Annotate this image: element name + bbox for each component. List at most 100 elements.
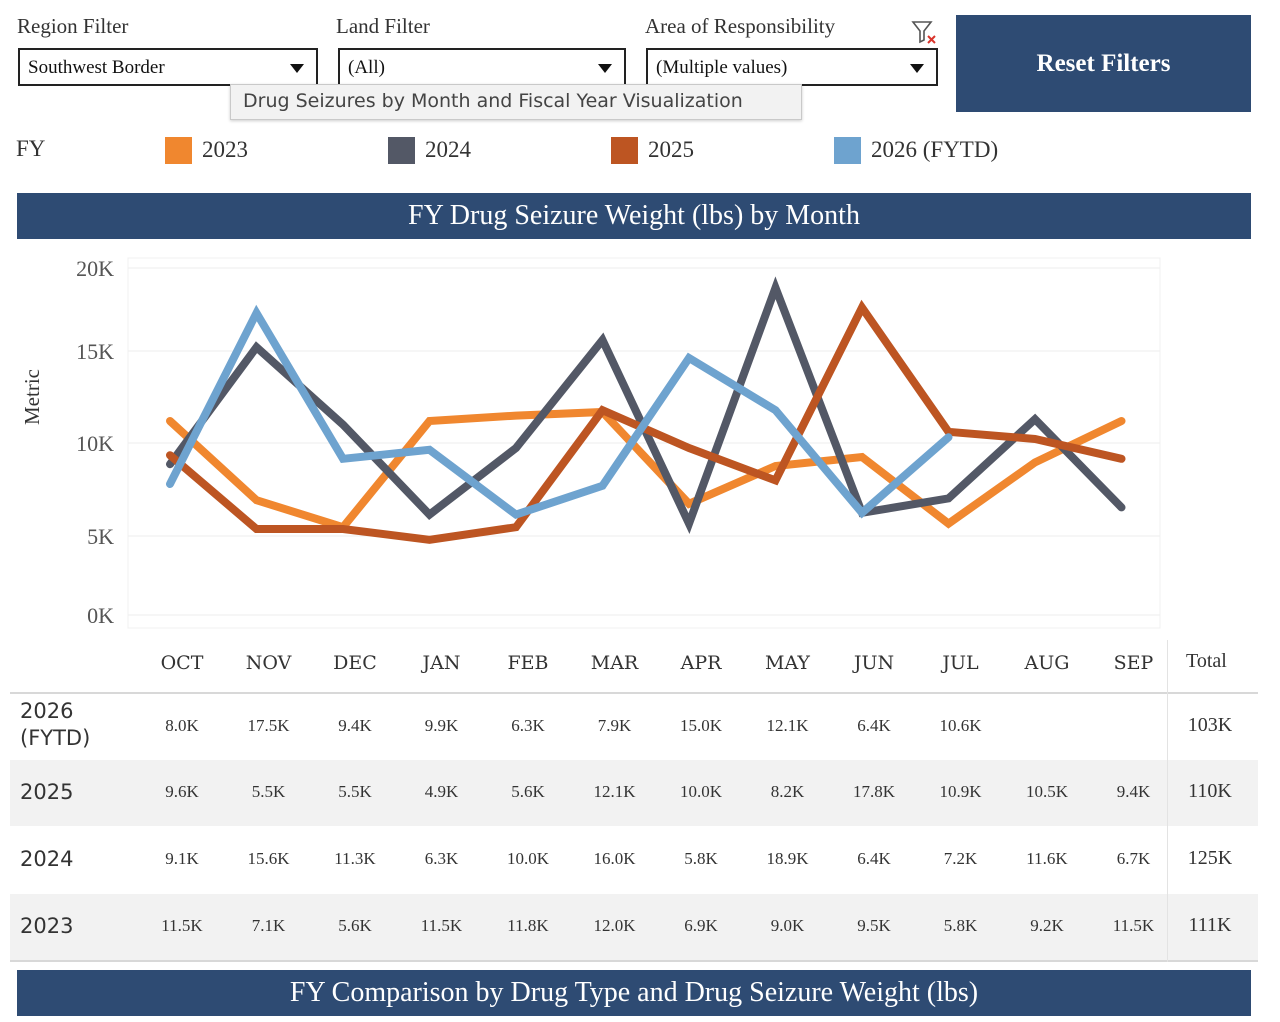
table-divider: [10, 692, 1258, 694]
tooltip: Drug Seizures by Month and Fiscal Year V…: [230, 84, 802, 120]
table-cell: 10.0K: [679, 782, 723, 801]
region-filter-value: Southwest Border: [28, 57, 165, 78]
table-cell: 5.8K: [684, 849, 718, 868]
table-divider: [10, 960, 1258, 962]
legend-swatch: [388, 136, 415, 164]
land-filter-select[interactable]: (All): [338, 48, 626, 86]
table-cell: 9.2K: [1030, 916, 1064, 935]
table-cell: 9.5K: [857, 916, 891, 935]
table-cell: 12.0K: [593, 916, 636, 935]
table-cell: 6.3K: [511, 716, 545, 735]
table-cell: 17.5K: [247, 716, 290, 735]
line-chart: 20K 15K 10K 5K 0K: [76, 256, 1161, 629]
y-tick-label: 5K: [87, 524, 114, 549]
table-cell: 6.3K: [424, 849, 459, 868]
table-cell: 6.4K: [857, 716, 891, 735]
table-cell: 11.3K: [334, 849, 376, 868]
month-header: APR: [680, 652, 722, 674]
land-filter-value: (All): [348, 57, 385, 78]
table-cell: 5.8K: [943, 916, 978, 935]
clear-filter-icon[interactable]: [911, 19, 937, 45]
legend-label: 2026 (FYTD): [871, 137, 999, 162]
month-header: MAR: [590, 652, 639, 674]
table-cell: 7.2K: [943, 849, 978, 868]
table-cell: 5.5K: [251, 782, 286, 801]
y-tick-label: 20K: [76, 256, 114, 281]
y-tick-label: 15K: [76, 339, 114, 364]
table-cell: 5.6K: [511, 782, 545, 801]
table-cell: 9.1K: [165, 849, 199, 868]
series-line-2023: [166, 407, 1126, 532]
table-cell: 6.7K: [1116, 849, 1151, 868]
row-label: 2023: [20, 914, 74, 938]
month-header: JAN: [422, 652, 461, 674]
aor-filter-label: Area of Responsibility: [645, 14, 836, 38]
row-total: 125K: [1187, 847, 1233, 869]
table-cell: 9.0K: [770, 916, 805, 935]
month-header: FEB: [507, 652, 549, 674]
table-cell: 17.8K: [852, 782, 896, 801]
table-cell: 11.6K: [1026, 849, 1068, 868]
legend-item-2024[interactable]: 2024: [388, 136, 471, 164]
chart-title-banner: FY Drug Seizure Weight (lbs) by Month: [17, 193, 1251, 239]
total-header: Total: [1186, 650, 1227, 672]
legend-swatch: [611, 136, 638, 164]
month-header: JUN: [853, 652, 895, 674]
table-cell: 12.1K: [593, 782, 636, 801]
table-cell: 6.4K: [857, 849, 891, 868]
month-header: SEP: [1113, 652, 1154, 674]
table-cell: 11.5K: [420, 916, 463, 935]
series-line-2025: [166, 299, 1126, 544]
table-cell: 9.6K: [165, 782, 199, 801]
month-header: NOV: [245, 652, 292, 674]
land-filter-label: Land Filter: [336, 14, 430, 38]
table-cell: 8.2K: [770, 782, 805, 801]
aor-filter-select[interactable]: (Multiple values): [646, 48, 938, 86]
series-line-2026fytd: [166, 304, 953, 520]
legend-item-2023[interactable]: 2023: [165, 136, 248, 164]
chevron-down-icon: [598, 64, 612, 73]
legend-item-2025[interactable]: 2025: [611, 136, 694, 164]
row-label: 2025: [20, 780, 74, 804]
region-filter-label: Region Filter: [17, 14, 129, 38]
total-column-divider: [1167, 640, 1168, 962]
month-header: AUG: [1024, 652, 1070, 674]
table-cell: 7.9K: [597, 716, 632, 735]
row-label: 2026 (FYTD): [20, 699, 91, 750]
table-cell: 9.9K: [424, 716, 459, 735]
table-cell: 16.0K: [593, 849, 636, 868]
row-total: 110K: [1188, 780, 1232, 802]
table-cell: 12.1K: [766, 716, 809, 735]
table-cell: 10.0K: [506, 849, 550, 868]
reset-filters-button[interactable]: Reset Filters: [956, 15, 1251, 112]
table-cell: 11.8K: [507, 916, 549, 935]
month-header: OCT: [160, 652, 204, 674]
month-header: MAY: [765, 652, 810, 674]
table-cell: 15.0K: [679, 716, 723, 735]
legend-swatch: [165, 136, 192, 164]
chevron-down-icon: [910, 64, 924, 73]
chevron-down-icon: [290, 64, 304, 73]
table-cell: 4.9K: [424, 782, 459, 801]
month-header: JUL: [942, 652, 979, 674]
table-cell: 10.5K: [1025, 782, 1069, 801]
row-total: 111K: [1188, 914, 1232, 936]
row-total: 103K: [1187, 714, 1233, 736]
legend-item-2026-fytd[interactable]: 2026 (FYTD): [834, 136, 998, 164]
legend-label: 2025: [648, 137, 694, 162]
table-cell: 6.9K: [684, 916, 718, 935]
legend-label: 2023: [202, 137, 248, 162]
y-tick-label: 10K: [76, 431, 114, 456]
table-row: [10, 760, 1258, 826]
y-tick-label: 0K: [87, 603, 114, 628]
table-cell: 7.1K: [251, 916, 286, 935]
table-cell: 15.6K: [247, 849, 290, 868]
table-cell: 10.6K: [939, 716, 982, 735]
table-row: [10, 894, 1258, 960]
table-cell: 5.6K: [338, 916, 372, 935]
table-cell: 18.9K: [766, 849, 809, 868]
region-filter-select[interactable]: Southwest Border: [18, 48, 318, 86]
table-cell: 9.4K: [1116, 782, 1151, 801]
table-cell: 11.5K: [1112, 916, 1155, 935]
table-cell: 5.5K: [338, 782, 372, 801]
